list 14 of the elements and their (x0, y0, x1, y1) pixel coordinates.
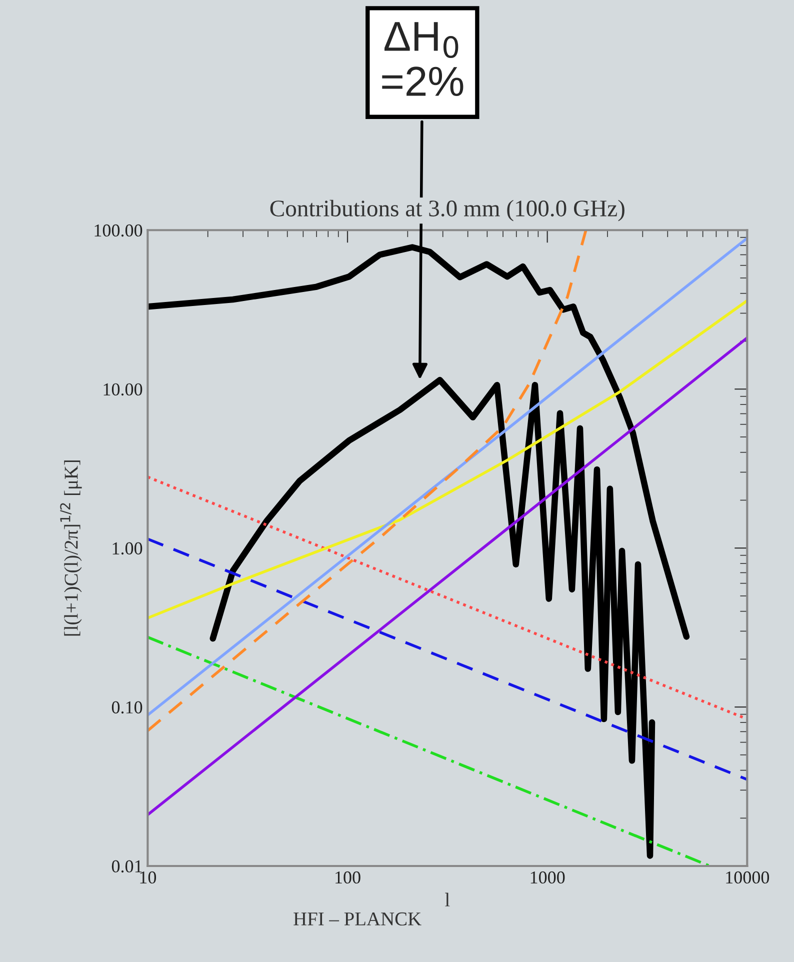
text: ΔH$_{0}$ =2% (382, 22, 464, 96)
y-tick-label: 10.00 (104, 383, 142, 396)
y-tick-label: 1.00 (112, 542, 142, 555)
x-tick-label: 10000 (726, 871, 770, 884)
x-tick-label: 10 (140, 871, 156, 884)
chart-title: Contributions at 3.0 mm (100.0 GHz) (270, 200, 624, 222)
y-tick-label: 0.01 (112, 860, 142, 873)
y-axis-title: [l(l+1)C(l)/2π]$^{1/2}$ [μK] (60, 460, 82, 636)
x-tick-label: 100 (336, 871, 360, 884)
text: HFI – PLANCK (294, 912, 422, 926)
x-axis-title: l (445, 892, 450, 906)
x-tick-label: 1000 (530, 871, 565, 884)
y-tick-label: 0.10 (112, 701, 142, 714)
y-tick-label: 100.00 (94, 224, 142, 237)
